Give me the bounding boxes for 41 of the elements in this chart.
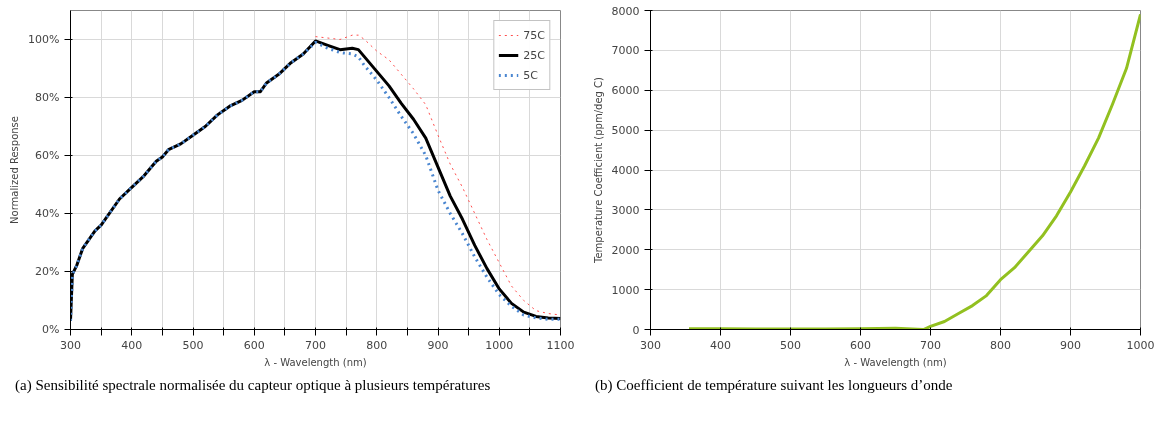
y-tick-label: 100% bbox=[28, 33, 60, 46]
x-axis-title: λ - Wavelength (nm) bbox=[844, 356, 947, 368]
y-tick-label: 40% bbox=[35, 207, 60, 220]
x-tick-label: 1000 bbox=[1126, 338, 1155, 352]
x-tick-label: 400 bbox=[121, 338, 143, 352]
y-tick-label: 3000 bbox=[611, 203, 640, 217]
y-tick-label: 4000 bbox=[611, 164, 640, 177]
x-tick-label: 400 bbox=[710, 338, 731, 352]
y-tick-label: 80% bbox=[35, 91, 60, 104]
y-axis-title: Normalized Response bbox=[9, 116, 21, 224]
y-tick-label: 0 bbox=[632, 323, 640, 337]
y-tick-label: 6000 bbox=[611, 84, 640, 98]
x-tick-label: 600 bbox=[850, 338, 871, 352]
x-tick-label: 1000 bbox=[485, 338, 514, 352]
x-tick-label: 1100 bbox=[546, 338, 575, 352]
x-tick-label: 500 bbox=[780, 338, 801, 352]
x-tick-label: 800 bbox=[990, 338, 1011, 352]
text: (b) Coefficient de température suivant les longueurs d’onde bbox=[595, 376, 953, 395]
y-tick-label: 60% bbox=[35, 149, 60, 162]
legend-label: 5C bbox=[523, 68, 539, 82]
y-tick-label: 7000 bbox=[611, 44, 640, 58]
x-tick-label: 700 bbox=[305, 338, 326, 352]
x-tick-label: 300 bbox=[640, 338, 661, 352]
x-tick-label: 800 bbox=[366, 338, 388, 352]
x-axis-title: λ - Wavelength (nm) bbox=[264, 356, 367, 368]
text: (a) Sensibilité spectrale normalisée du capteur optique à plusieurs températures bbox=[15, 376, 491, 395]
x-tick-label: 300 bbox=[60, 338, 81, 352]
y-tick-label: 2000 bbox=[611, 243, 640, 257]
y-tick-label: 0% bbox=[42, 323, 60, 336]
x-tick-label: 900 bbox=[427, 338, 449, 352]
legend-label: 75C bbox=[523, 28, 545, 42]
legend-label: 25C bbox=[523, 48, 545, 62]
y-tick-label: 1000 bbox=[611, 283, 640, 297]
y-tick-label: 8000 bbox=[611, 4, 640, 18]
x-tick-label: 700 bbox=[920, 338, 941, 352]
x-tick-label: 500 bbox=[182, 338, 204, 352]
y-tick-label: 20% bbox=[35, 265, 60, 278]
x-tick-label: 600 bbox=[243, 338, 265, 352]
y-axis-title: Temperature Coefficient (ppm/deg C) bbox=[592, 76, 604, 264]
y-tick-label: 5000 bbox=[611, 124, 640, 138]
x-tick-label: 900 bbox=[1060, 338, 1081, 352]
